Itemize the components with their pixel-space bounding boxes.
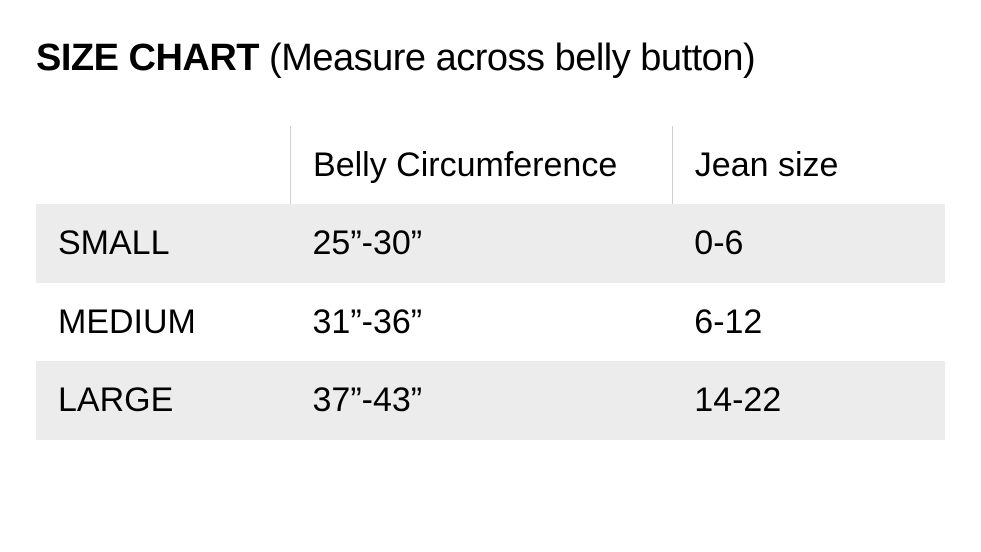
cell-belly: 31”-36” bbox=[291, 283, 673, 362]
cell-jean: 14-22 bbox=[672, 361, 945, 440]
cell-size: SMALL bbox=[36, 204, 291, 283]
title-subtitle: (Measure across belly button) bbox=[259, 37, 755, 79]
col-header-size bbox=[36, 126, 291, 205]
table-row: MEDIUM 31”-36” 6-12 bbox=[36, 283, 945, 362]
cell-size: MEDIUM bbox=[36, 283, 291, 362]
table-header-row: Belly Circumference Jean size bbox=[36, 126, 945, 205]
cell-jean: 6-12 bbox=[672, 283, 945, 362]
col-header-belly: Belly Circumference bbox=[291, 126, 673, 205]
table-row: SMALL 25”-30” 0-6 bbox=[36, 204, 945, 283]
cell-belly: 37”-43” bbox=[291, 361, 673, 440]
cell-size: LARGE bbox=[36, 361, 291, 440]
cell-belly: 25”-30” bbox=[291, 204, 673, 283]
size-chart-table: Belly Circumference Jean size SMALL 25”-… bbox=[36, 126, 945, 440]
col-header-jean: Jean size bbox=[672, 126, 945, 205]
title-bold: SIZE CHART bbox=[36, 37, 259, 79]
page-title: SIZE CHART (Measure across belly button) bbox=[36, 36, 945, 82]
cell-jean: 0-6 bbox=[672, 204, 945, 283]
table-row: LARGE 37”-43” 14-22 bbox=[36, 361, 945, 440]
